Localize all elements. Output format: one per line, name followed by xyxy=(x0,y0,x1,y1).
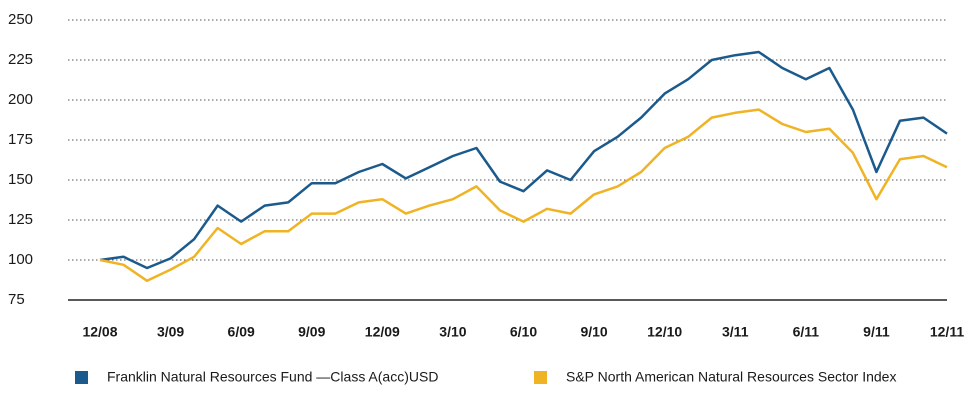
x-tick-label: 3/10 xyxy=(439,324,466,340)
x-tick-label: 6/10 xyxy=(510,324,537,340)
y-tick-label: 175 xyxy=(8,131,33,148)
x-tick-label: 12/10 xyxy=(647,324,682,340)
x-tick-label: 12/09 xyxy=(365,324,400,340)
x-tick-label: 3/09 xyxy=(157,324,184,340)
x-tick-label: 9/11 xyxy=(863,324,890,340)
y-tick-label: 75 xyxy=(8,291,25,308)
legend-label: S&P North American Natural Resources Sec… xyxy=(566,369,896,385)
x-tick-label: 12/08 xyxy=(82,324,117,340)
y-tick-label: 200 xyxy=(8,91,33,108)
legend-swatch xyxy=(534,371,547,384)
y-tick-label: 125 xyxy=(8,211,33,228)
y-tick-label: 150 xyxy=(8,171,33,188)
x-tick-label: 6/09 xyxy=(228,324,255,340)
legend-swatch xyxy=(75,371,88,384)
x-tick-label: 9/10 xyxy=(580,324,607,340)
x-tick-label: 12/11 xyxy=(930,324,964,340)
legend-label: Franklin Natural Resources Fund —Class A… xyxy=(107,369,438,385)
x-tick-label: 6/11 xyxy=(793,324,820,340)
y-tick-label: 100 xyxy=(8,251,33,268)
series-line xyxy=(99,50,948,270)
series-line xyxy=(99,108,948,283)
y-tick-label: 250 xyxy=(8,11,33,28)
y-tick-label: 225 xyxy=(8,51,33,68)
x-tick-label: 9/09 xyxy=(298,324,325,340)
x-tick-label: 3/11 xyxy=(722,324,749,340)
